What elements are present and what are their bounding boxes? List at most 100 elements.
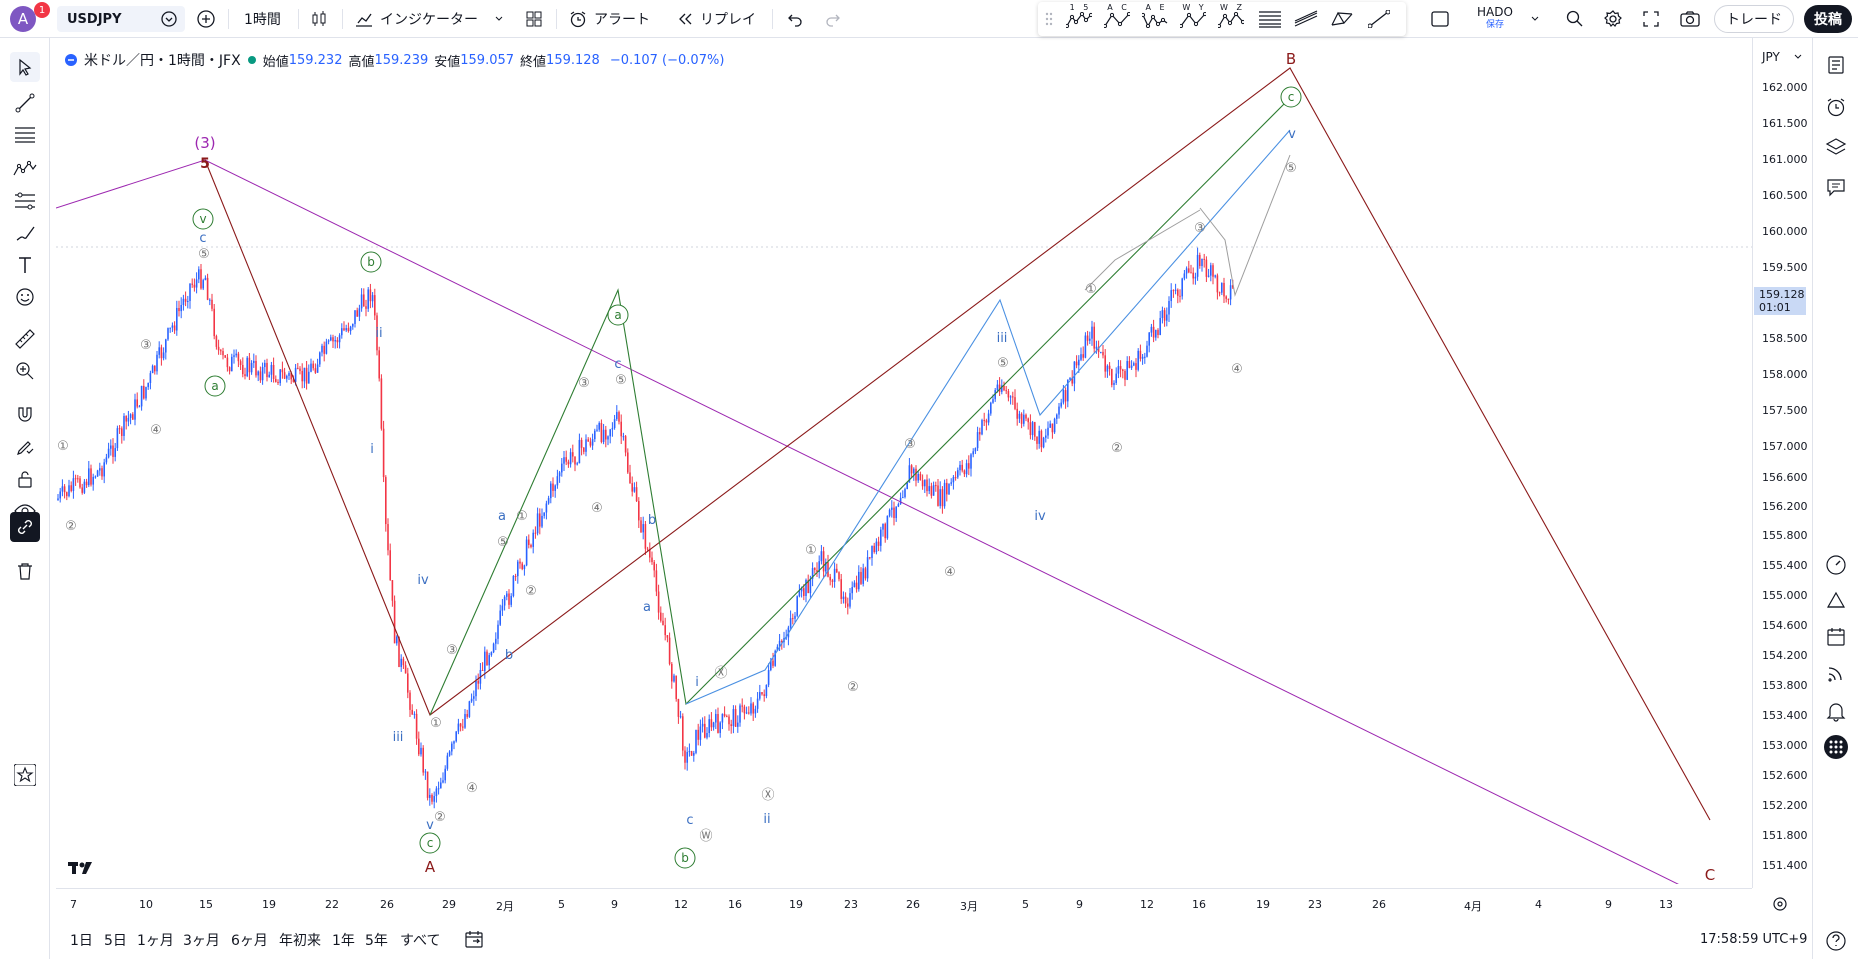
range-button[interactable]: 1ヶ月 bbox=[137, 933, 174, 949]
price-tick: 155.800 bbox=[1762, 529, 1808, 542]
range-button[interactable]: 5年 bbox=[365, 933, 388, 949]
trend-line-icon[interactable] bbox=[1368, 10, 1390, 28]
drag-handle-icon[interactable] bbox=[1044, 11, 1054, 27]
candle-body bbox=[466, 714, 468, 717]
emoji-icon[interactable] bbox=[10, 282, 40, 312]
candle-body bbox=[772, 660, 774, 666]
chart-pane[interactable]: (3) 5 A B C v a b a b c c c ii i iv iii … bbox=[56, 38, 1752, 884]
range-button[interactable]: 3ヶ月 bbox=[183, 933, 220, 949]
layout-name[interactable]: HADO 保存 bbox=[1472, 6, 1518, 32]
chart-title[interactable]: 米ドル／円・1時間・JFX bbox=[84, 53, 241, 69]
indicators-button[interactable]: インジケーター bbox=[354, 6, 504, 32]
broadcast-icon[interactable] bbox=[1821, 658, 1851, 688]
undo-icon[interactable] bbox=[786, 10, 804, 28]
text-icon[interactable] bbox=[10, 250, 40, 280]
clock[interactable]: 17:58:59 UTC+9 bbox=[1700, 932, 1808, 947]
time-tick: 9 bbox=[611, 898, 618, 911]
candle-body bbox=[574, 456, 576, 465]
currency-selector[interactable]: JPY bbox=[1756, 46, 1808, 68]
axis-settings-icon[interactable] bbox=[1772, 896, 1788, 912]
chat-icon[interactable] bbox=[1821, 172, 1851, 202]
time-tick: 7 bbox=[70, 898, 77, 911]
candle-body bbox=[268, 374, 270, 378]
ruler-icon[interactable] bbox=[10, 324, 40, 354]
correction-wave-icon[interactable]: A C bbox=[1104, 4, 1130, 28]
candle-body bbox=[710, 719, 713, 728]
impulse-wave-icon[interactable]: 1 5 bbox=[1066, 4, 1092, 28]
lock-icon[interactable] bbox=[10, 464, 40, 494]
candle-body bbox=[673, 675, 675, 682]
chevron-down-icon[interactable] bbox=[1530, 14, 1540, 24]
candle-body bbox=[543, 512, 545, 516]
fib-retracement-icon[interactable] bbox=[10, 120, 40, 150]
candle-body bbox=[866, 557, 869, 579]
stay-in-drawing-icon[interactable] bbox=[10, 432, 40, 462]
double-combo-wave-icon[interactable]: W Y bbox=[1180, 4, 1206, 28]
triangle-wave-icon[interactable]: A E bbox=[1142, 4, 1168, 28]
interval-button[interactable]: 1時間 bbox=[244, 6, 281, 32]
symbol-search[interactable]: USDJPY bbox=[57, 6, 185, 32]
range-button[interactable]: すべて bbox=[400, 933, 441, 949]
camera-icon[interactable] bbox=[1679, 9, 1701, 29]
templates-icon[interactable] bbox=[524, 9, 544, 29]
forecast-icon[interactable] bbox=[10, 186, 40, 216]
avatar[interactable]: A bbox=[10, 6, 36, 32]
help-icon[interactable] bbox=[1821, 926, 1851, 956]
pattern-tool-icon[interactable] bbox=[1330, 10, 1354, 28]
rectangle-icon[interactable] bbox=[1430, 10, 1450, 28]
candle-body bbox=[486, 651, 488, 666]
fib-channel-icon[interactable] bbox=[1294, 10, 1318, 28]
cursor-icon[interactable] bbox=[10, 52, 40, 82]
gear-icon[interactable] bbox=[1603, 9, 1623, 29]
range-button[interactable]: 年初来 bbox=[279, 933, 321, 949]
star-icon[interactable] bbox=[10, 760, 40, 790]
speedometer-icon[interactable] bbox=[1821, 550, 1851, 580]
layers-icon[interactable] bbox=[1821, 132, 1851, 162]
range-button[interactable]: 5日 bbox=[104, 933, 127, 949]
link-icon[interactable] bbox=[10, 512, 40, 542]
alert-button[interactable]: アラート bbox=[568, 6, 650, 32]
triple-combo-wave-icon[interactable]: W Z bbox=[1218, 4, 1244, 28]
price-chart[interactable]: (3) 5 A B C v a b a b c c c ii i iv iii … bbox=[56, 38, 1752, 884]
candle-body bbox=[948, 483, 950, 495]
alarm-clock-icon[interactable] bbox=[1821, 92, 1851, 122]
calendar-icon[interactable] bbox=[1821, 622, 1851, 652]
wave-label: iii bbox=[997, 331, 1008, 346]
range-button[interactable]: 6ヶ月 bbox=[231, 933, 268, 949]
horizontal-lines-icon[interactable] bbox=[1258, 10, 1282, 28]
post-button[interactable]: 投稿 bbox=[1804, 5, 1852, 33]
trash-icon[interactable] bbox=[10, 556, 40, 586]
range-button[interactable]: 1日 bbox=[70, 933, 93, 949]
candle-body bbox=[831, 580, 834, 582]
candle-body bbox=[123, 415, 125, 436]
price-axis[interactable] bbox=[1752, 38, 1812, 888]
fullscreen-icon[interactable] bbox=[1641, 9, 1661, 29]
zoom-icon[interactable] bbox=[10, 356, 40, 386]
pattern-icon[interactable] bbox=[10, 152, 40, 182]
trend-line-icon[interactable] bbox=[10, 88, 40, 118]
candle-body bbox=[952, 477, 955, 483]
candle-body bbox=[310, 363, 312, 372]
calendar-range-icon[interactable] bbox=[464, 929, 484, 949]
replay-button[interactable]: リプレイ bbox=[676, 6, 756, 32]
apps-grid-icon[interactable] bbox=[1821, 732, 1851, 762]
wave-label: ④ bbox=[1231, 362, 1243, 377]
compare-icon[interactable] bbox=[160, 10, 178, 28]
candle-body bbox=[222, 351, 224, 356]
ideas-icon[interactable] bbox=[1821, 586, 1851, 616]
time-axis[interactable] bbox=[56, 888, 1752, 918]
trade-button[interactable]: トレード bbox=[1714, 5, 1794, 33]
range-button[interactable]: 1年 bbox=[332, 933, 355, 949]
candles-icon[interactable] bbox=[309, 9, 329, 29]
quick-search-icon[interactable] bbox=[1565, 9, 1585, 29]
redo-icon[interactable] bbox=[824, 10, 842, 28]
watchlist-icon[interactable] bbox=[1821, 50, 1851, 80]
candle-body bbox=[882, 523, 884, 530]
candle-body bbox=[897, 504, 900, 507]
brush-icon[interactable] bbox=[10, 218, 40, 248]
candle-body bbox=[1232, 285, 1234, 288]
magnet-icon[interactable] bbox=[10, 400, 40, 430]
candle-body bbox=[402, 658, 405, 666]
add-symbol-icon[interactable] bbox=[196, 9, 216, 29]
bell-icon[interactable] bbox=[1821, 696, 1851, 726]
